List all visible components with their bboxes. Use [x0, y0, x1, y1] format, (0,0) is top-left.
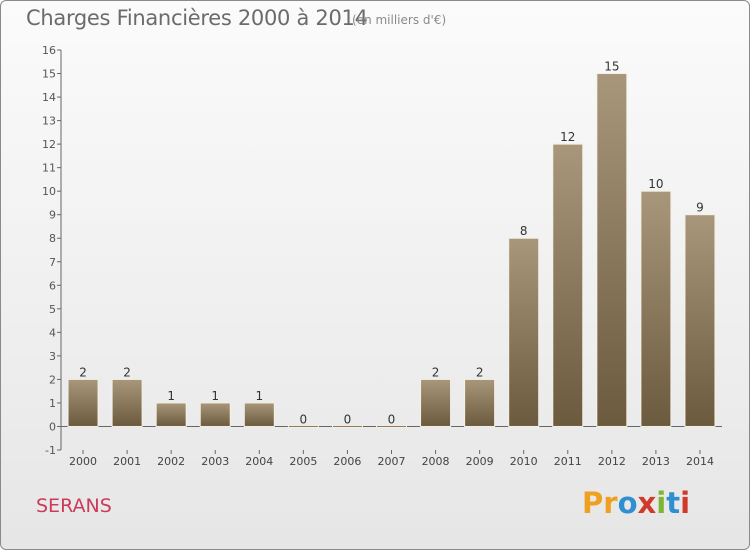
bar-2001 [111, 378, 143, 427]
bar-2012 [596, 73, 628, 427]
data-label-2007: 0 [388, 412, 396, 426]
logo-letter: i [680, 486, 691, 520]
x-tick-label: 2014 [686, 455, 714, 468]
x-tick-label: 2001 [113, 455, 141, 468]
y-tick-label: -1 [45, 444, 56, 457]
logo-letter: t [666, 486, 681, 520]
y-tick-label: 15 [42, 68, 56, 81]
y-tick-label: 3 [49, 350, 56, 363]
y-tick-label: 10 [42, 185, 56, 198]
x-tick-label: 2000 [69, 455, 97, 468]
x-tick-label: 2008 [422, 455, 450, 468]
chart-title: Charges Financières 2000 à 2014 [26, 6, 368, 30]
logo-letter: r [603, 486, 618, 520]
y-tick-label: 13 [42, 115, 56, 128]
y-tick-label: 14 [42, 91, 56, 104]
logo-letter: P [582, 486, 604, 520]
x-tick-label: 2013 [642, 455, 670, 468]
x-tick-label: 2012 [598, 455, 626, 468]
x-tick-label: 2007 [378, 455, 406, 468]
bar-2002 [155, 402, 187, 427]
bars [67, 73, 716, 428]
bar-2013 [640, 190, 672, 427]
data-label-2001: 2 [123, 365, 131, 379]
data-label-2009: 2 [476, 365, 484, 379]
y-tick-label: 7 [49, 256, 56, 269]
y-tick-label: 12 [42, 138, 56, 151]
x-axis: 2000 2001 2002 2003 2004 2005 2006 2007 2008 2009… [61, 425, 722, 468]
y-tick-label: 11 [42, 162, 56, 175]
bar-2004 [243, 402, 275, 427]
data-label-2000: 2 [79, 365, 87, 379]
x-tick-label: 2004 [245, 455, 273, 468]
data-label-2003: 1 [211, 389, 219, 403]
y-tick-label: 9 [49, 209, 56, 222]
commune-name: SERANS [36, 495, 112, 517]
bar-2008 [420, 378, 452, 427]
y-tick-label: 5 [49, 303, 56, 316]
data-label-2006: 0 [344, 412, 352, 426]
y-tick-label: 6 [49, 279, 56, 292]
proxiti-logo: Proxiti [582, 486, 690, 520]
bar-2014 [684, 214, 716, 427]
bar-2007 [376, 424, 407, 428]
bar-2000 [67, 378, 99, 427]
bar-2003 [199, 402, 231, 427]
x-tick-label: 2002 [157, 455, 185, 468]
bar-2006 [331, 424, 363, 428]
logo-letter: x [637, 486, 657, 520]
bar-2011 [552, 143, 584, 427]
logo-letter: i [656, 486, 667, 520]
data-label-2002: 1 [167, 389, 175, 403]
data-label-2010: 8 [520, 224, 528, 238]
y-tick-label: 16 [42, 44, 56, 57]
x-tick-label: 2005 [289, 455, 317, 468]
data-label-2013: 10 [648, 177, 663, 191]
data-label-2011: 12 [560, 130, 575, 144]
y-tick-label: 1 [49, 397, 56, 410]
data-label-2005: 0 [300, 412, 308, 426]
bar-2005 [287, 424, 319, 428]
data-label-2004: 1 [255, 389, 263, 403]
x-tick-label: 2003 [201, 455, 229, 468]
y-tick-label: 2 [49, 373, 56, 386]
bar-2010 [508, 237, 540, 427]
y-tick-label: 8 [49, 232, 56, 245]
bar-2009 [464, 378, 496, 427]
y-tick-label: 0 [49, 420, 56, 433]
x-tick-label: 2006 [333, 455, 361, 468]
x-tick-label: 2011 [554, 455, 582, 468]
data-label-2008: 2 [432, 365, 440, 379]
x-tick-label: 2010 [510, 455, 538, 468]
data-label-2012: 15 [604, 60, 619, 74]
data-label-2014: 9 [696, 201, 704, 215]
x-tick-label: 2009 [466, 455, 494, 468]
chart-subtitle: (en milliers d'€) [352, 13, 447, 27]
logo-letter: o [617, 486, 638, 520]
y-tick-label: 4 [49, 326, 56, 339]
